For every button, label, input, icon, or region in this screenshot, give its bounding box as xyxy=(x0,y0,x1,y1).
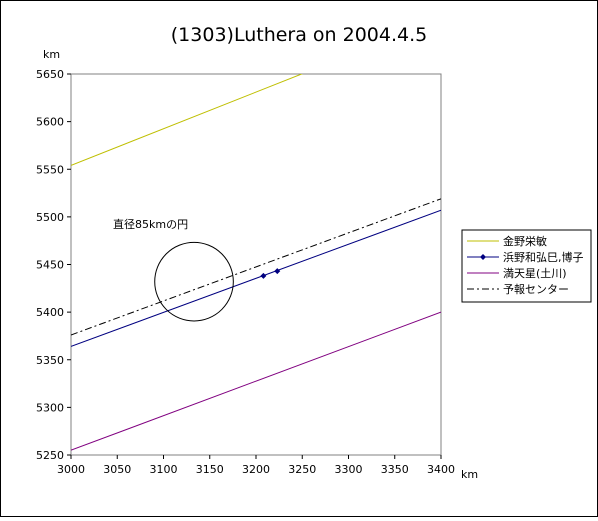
y-tick-label: 5500 xyxy=(36,211,64,224)
chart-title: (1303)Luthera on 2004.4.5 xyxy=(171,24,427,46)
x-tick-label: 3050 xyxy=(103,463,131,476)
series-line-4 xyxy=(71,198,441,336)
x-tick-label: 3150 xyxy=(196,463,224,476)
y-tick-label: 5550 xyxy=(36,163,64,176)
x-tick-label: 3200 xyxy=(242,463,270,476)
y-tick-label: 5600 xyxy=(36,116,64,129)
y-tick-label: 5450 xyxy=(36,259,64,272)
data-point-2 xyxy=(274,268,281,275)
x-axis-label: km xyxy=(461,468,478,481)
x-tick-label: 3300 xyxy=(335,463,363,476)
plot-area xyxy=(70,73,442,456)
data-point-1 xyxy=(260,272,267,279)
legend-label-1: 金野栄敏 xyxy=(503,234,547,248)
legend-label-4: 予報センター xyxy=(503,283,569,296)
y-tick-label: 5300 xyxy=(36,401,64,414)
y-tick-label: 5350 xyxy=(36,354,64,367)
legend-label-3: 満天星(土川) xyxy=(503,267,567,280)
circle-annotation: 直径85kmの円 xyxy=(113,217,188,231)
y-tick-label: 5400 xyxy=(36,306,64,319)
x-tick-label: 3000 xyxy=(57,463,85,476)
y-tick-label: 5250 xyxy=(36,449,64,462)
diameter-circle xyxy=(154,241,234,322)
series-line-3 xyxy=(71,311,441,451)
legend-label-2: 浜野和弘巳,博子 xyxy=(503,251,584,264)
x-tick-label: 3350 xyxy=(381,463,409,476)
series-line-1 xyxy=(71,74,304,166)
x-tick-label: 3400 xyxy=(427,463,455,476)
legend-box xyxy=(461,229,592,303)
y-axis-label: km xyxy=(43,48,60,61)
legend-marker xyxy=(480,254,486,260)
series-line-2 xyxy=(71,209,441,347)
y-tick-label: 5650 xyxy=(36,68,64,81)
x-tick-label: 3100 xyxy=(150,463,178,476)
x-tick-label: 3250 xyxy=(288,463,316,476)
